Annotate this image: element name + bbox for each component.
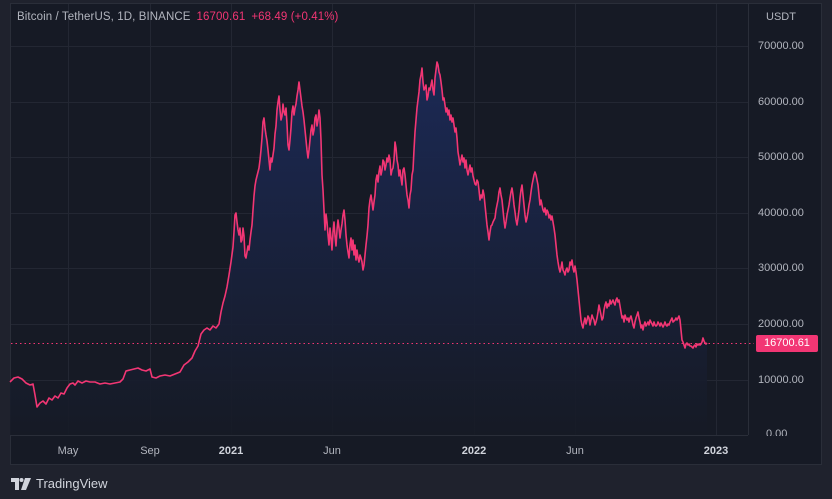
tradingview-brand[interactable]: TradingView bbox=[11, 476, 108, 491]
price-axis-label: 60000.00 bbox=[758, 96, 804, 108]
price-line bbox=[9, 61, 708, 408]
time-axis-label: May bbox=[57, 445, 79, 457]
price-axis-label: 70000.00 bbox=[758, 40, 804, 52]
price-axis-label: 10000.00 bbox=[758, 374, 804, 386]
price-axis-label: 50000.00 bbox=[758, 151, 804, 163]
brand-label: TradingView bbox=[36, 476, 108, 491]
current-price-tag: 16700.61 bbox=[756, 335, 818, 352]
tradingview-logo-icon bbox=[11, 477, 31, 490]
price-axis-label: 20000.00 bbox=[758, 318, 804, 330]
time-axis-label: Jun bbox=[566, 445, 584, 457]
price-axis-unit: USDT bbox=[766, 11, 796, 23]
price-change: +68.49 (+0.41%) bbox=[251, 11, 339, 23]
symbol-title[interactable]: Bitcoin / TetherUS, 1D, BINANCE bbox=[17, 11, 191, 23]
chart-legend[interactable]: Bitcoin / TetherUS, 1D, BINANCE 16700.61 +… bbox=[17, 11, 338, 23]
time-axis-label: Jun bbox=[323, 445, 341, 457]
price-axis-label: 40000.00 bbox=[758, 207, 804, 219]
price-axis-label: 30000.00 bbox=[758, 262, 804, 274]
price-area bbox=[10, 62, 707, 435]
price-axis-label: 0.00 bbox=[766, 428, 788, 436]
time-axis-label: 2023 bbox=[703, 445, 729, 457]
time-axis-label: 2021 bbox=[218, 445, 244, 457]
last-price: 16700.61 bbox=[196, 11, 246, 23]
time-axis-label: Sep bbox=[140, 445, 160, 457]
time-axis-label: 2022 bbox=[461, 445, 487, 457]
